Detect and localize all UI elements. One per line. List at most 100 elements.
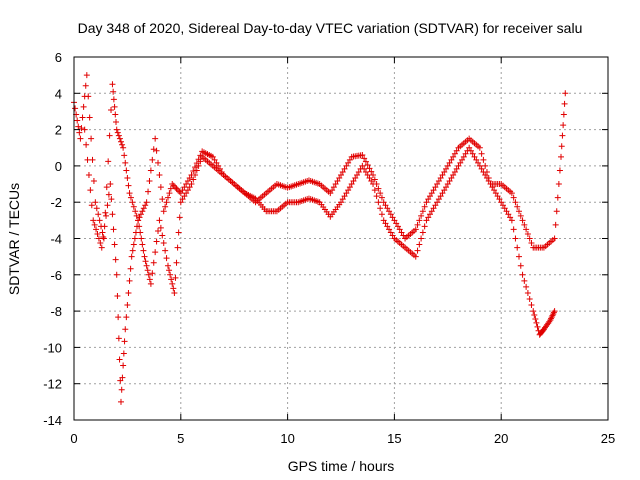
data-point — [462, 150, 469, 157]
data-point — [108, 196, 115, 203]
data-point — [139, 241, 146, 248]
data-point — [416, 217, 423, 224]
y-tick-label: 6 — [55, 50, 62, 65]
data-point — [78, 125, 85, 132]
data-point — [110, 96, 117, 103]
data-point — [80, 103, 87, 110]
y-tick-label: -6 — [50, 268, 62, 283]
data-point — [451, 150, 458, 157]
data-point — [491, 187, 498, 194]
data-point — [483, 175, 490, 181]
data-point — [186, 184, 193, 191]
data-point — [170, 285, 177, 292]
data-point — [387, 211, 394, 218]
data-point — [127, 194, 134, 201]
data-point — [123, 314, 130, 321]
data-point — [343, 162, 350, 169]
data-point — [555, 181, 562, 188]
data-point — [510, 226, 517, 233]
data-point — [377, 190, 384, 197]
data-point — [150, 259, 157, 266]
data-point — [174, 244, 181, 251]
data-point — [346, 156, 353, 163]
data-point — [115, 335, 122, 342]
data-point — [140, 205, 147, 212]
data-point — [145, 188, 152, 195]
data-point — [562, 90, 569, 97]
data-point — [112, 111, 119, 118]
data-point — [330, 184, 337, 191]
data-point — [85, 171, 92, 178]
data-point — [362, 158, 369, 165]
data-point — [348, 181, 355, 188]
data-point — [120, 144, 127, 151]
data-point — [153, 147, 160, 154]
data-point — [166, 190, 173, 197]
data-point — [98, 244, 105, 251]
data-point — [339, 196, 346, 203]
data-point — [375, 185, 382, 192]
data-point — [492, 190, 499, 197]
data-point — [361, 165, 368, 172]
data-point — [437, 193, 444, 200]
data-point — [380, 217, 387, 224]
data-point — [77, 135, 84, 142]
data-point — [382, 202, 389, 209]
data-point — [170, 182, 177, 189]
data-point — [366, 165, 373, 172]
data-point — [103, 184, 110, 191]
data-point — [133, 212, 140, 219]
data-point — [143, 262, 150, 269]
data-point — [558, 143, 565, 150]
data-point — [173, 185, 180, 192]
data-point — [482, 171, 489, 178]
data-point — [160, 208, 167, 215]
data-point — [524, 289, 531, 296]
data-point — [135, 217, 142, 224]
data-point — [95, 235, 102, 242]
data-point — [167, 185, 174, 192]
data-point — [505, 211, 512, 218]
data-point — [366, 175, 373, 181]
data-point — [156, 171, 163, 178]
data-point — [172, 274, 179, 281]
data-point — [86, 114, 93, 121]
data-point — [512, 199, 519, 206]
data-point — [113, 126, 120, 133]
data-point — [109, 81, 116, 88]
data-point — [114, 129, 121, 136]
data-point — [190, 176, 197, 183]
data-point — [451, 168, 458, 175]
x-axis-label: GPS time / hours — [288, 458, 395, 474]
data-point — [425, 196, 432, 203]
data-point — [480, 156, 487, 163]
data-point — [162, 247, 169, 254]
data-point — [507, 214, 514, 221]
data-point — [370, 181, 377, 188]
data-point — [352, 175, 359, 181]
data-point — [384, 223, 391, 230]
data-point — [131, 235, 138, 242]
data-point — [160, 240, 167, 247]
data-point — [487, 181, 494, 188]
data-point — [156, 217, 163, 224]
data-point — [93, 226, 100, 233]
data-point — [72, 105, 79, 112]
data-point — [361, 155, 368, 162]
data-point — [327, 190, 334, 197]
data-point — [386, 208, 393, 215]
data-point — [561, 100, 568, 107]
data-point — [111, 241, 118, 248]
data-point — [332, 181, 339, 188]
data-point — [533, 319, 540, 326]
data-point — [172, 184, 179, 191]
data-point — [371, 187, 378, 194]
data-point — [359, 162, 366, 169]
data-point — [466, 144, 473, 151]
data-point — [339, 168, 346, 175]
data-point — [446, 178, 453, 185]
data-point — [102, 209, 109, 216]
data-point — [213, 159, 220, 166]
data-point — [382, 220, 389, 227]
